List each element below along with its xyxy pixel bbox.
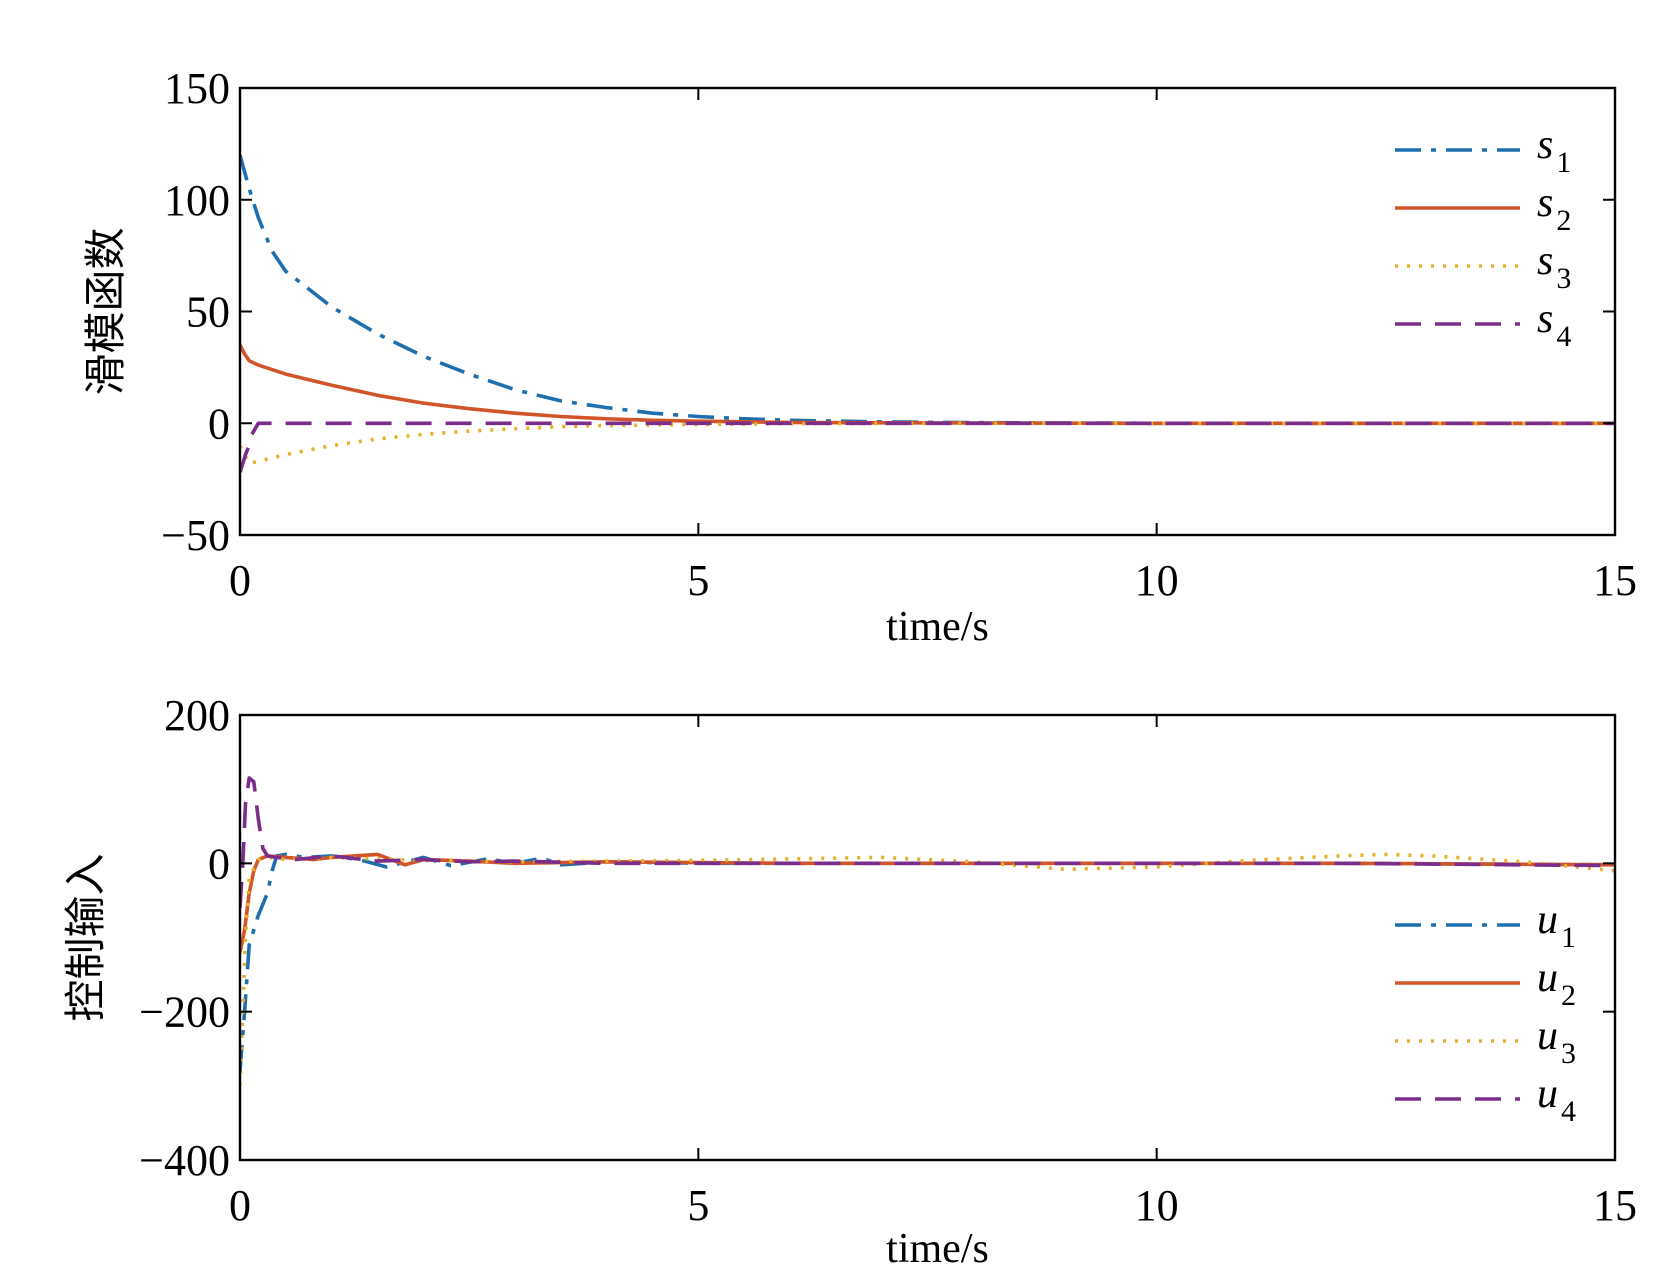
y-tick-label: −200 <box>139 988 230 1037</box>
y-tick-label: 50 <box>186 288 230 337</box>
y-tick-label: −50 <box>161 511 230 560</box>
legend: s 1s 2s 3s 4 <box>1395 122 1571 353</box>
x-tick-label: 0 <box>229 556 251 605</box>
y-axis-label: 控制输入 <box>61 853 110 1021</box>
series-line-u1 <box>240 852 1615 1072</box>
y-axis-label: 滑模函数 <box>81 227 130 395</box>
x-tick-label: 5 <box>687 1181 709 1230</box>
axis-frame <box>238 86 1617 537</box>
y-tick-label: 100 <box>164 176 230 225</box>
axis-frame <box>238 713 1617 1162</box>
x-tick-label: 0 <box>229 1181 251 1230</box>
chart-control-input: 0 5 10 15 −400 −200 0 200 time/s 控制输入 u 1u 2u 3u 4 <box>61 691 1637 1272</box>
x-tick-label: 15 <box>1593 1181 1637 1230</box>
series-line-s2 <box>240 344 1615 426</box>
legend: u 1u 2u 3u 4 <box>1395 897 1576 1128</box>
x-tick-label: 10 <box>1135 556 1179 605</box>
series-line-u3 <box>240 852 1615 1086</box>
x-tick-label: 10 <box>1135 1181 1179 1230</box>
y-tick-label: 150 <box>164 64 230 113</box>
series-line-s3 <box>240 421 1615 466</box>
y-tick-label: 200 <box>164 691 230 740</box>
x-tick-label: 5 <box>687 556 709 605</box>
plot-area <box>240 776 1615 1086</box>
plot-area <box>240 154 1615 473</box>
y-tick-label: −400 <box>139 1136 230 1185</box>
x-axis-label: time/s <box>886 1226 989 1272</box>
x-axis-label: time/s <box>886 604 989 650</box>
y-tick-label: 0 <box>208 399 230 448</box>
series-line-u2 <box>240 852 1615 953</box>
series-line-s4 <box>240 421 1615 473</box>
series-line-s1 <box>240 154 1615 426</box>
series-line-u4 <box>240 776 1615 908</box>
x-tick-label: 15 <box>1593 556 1637 605</box>
y-tick-label: 0 <box>208 839 230 888</box>
